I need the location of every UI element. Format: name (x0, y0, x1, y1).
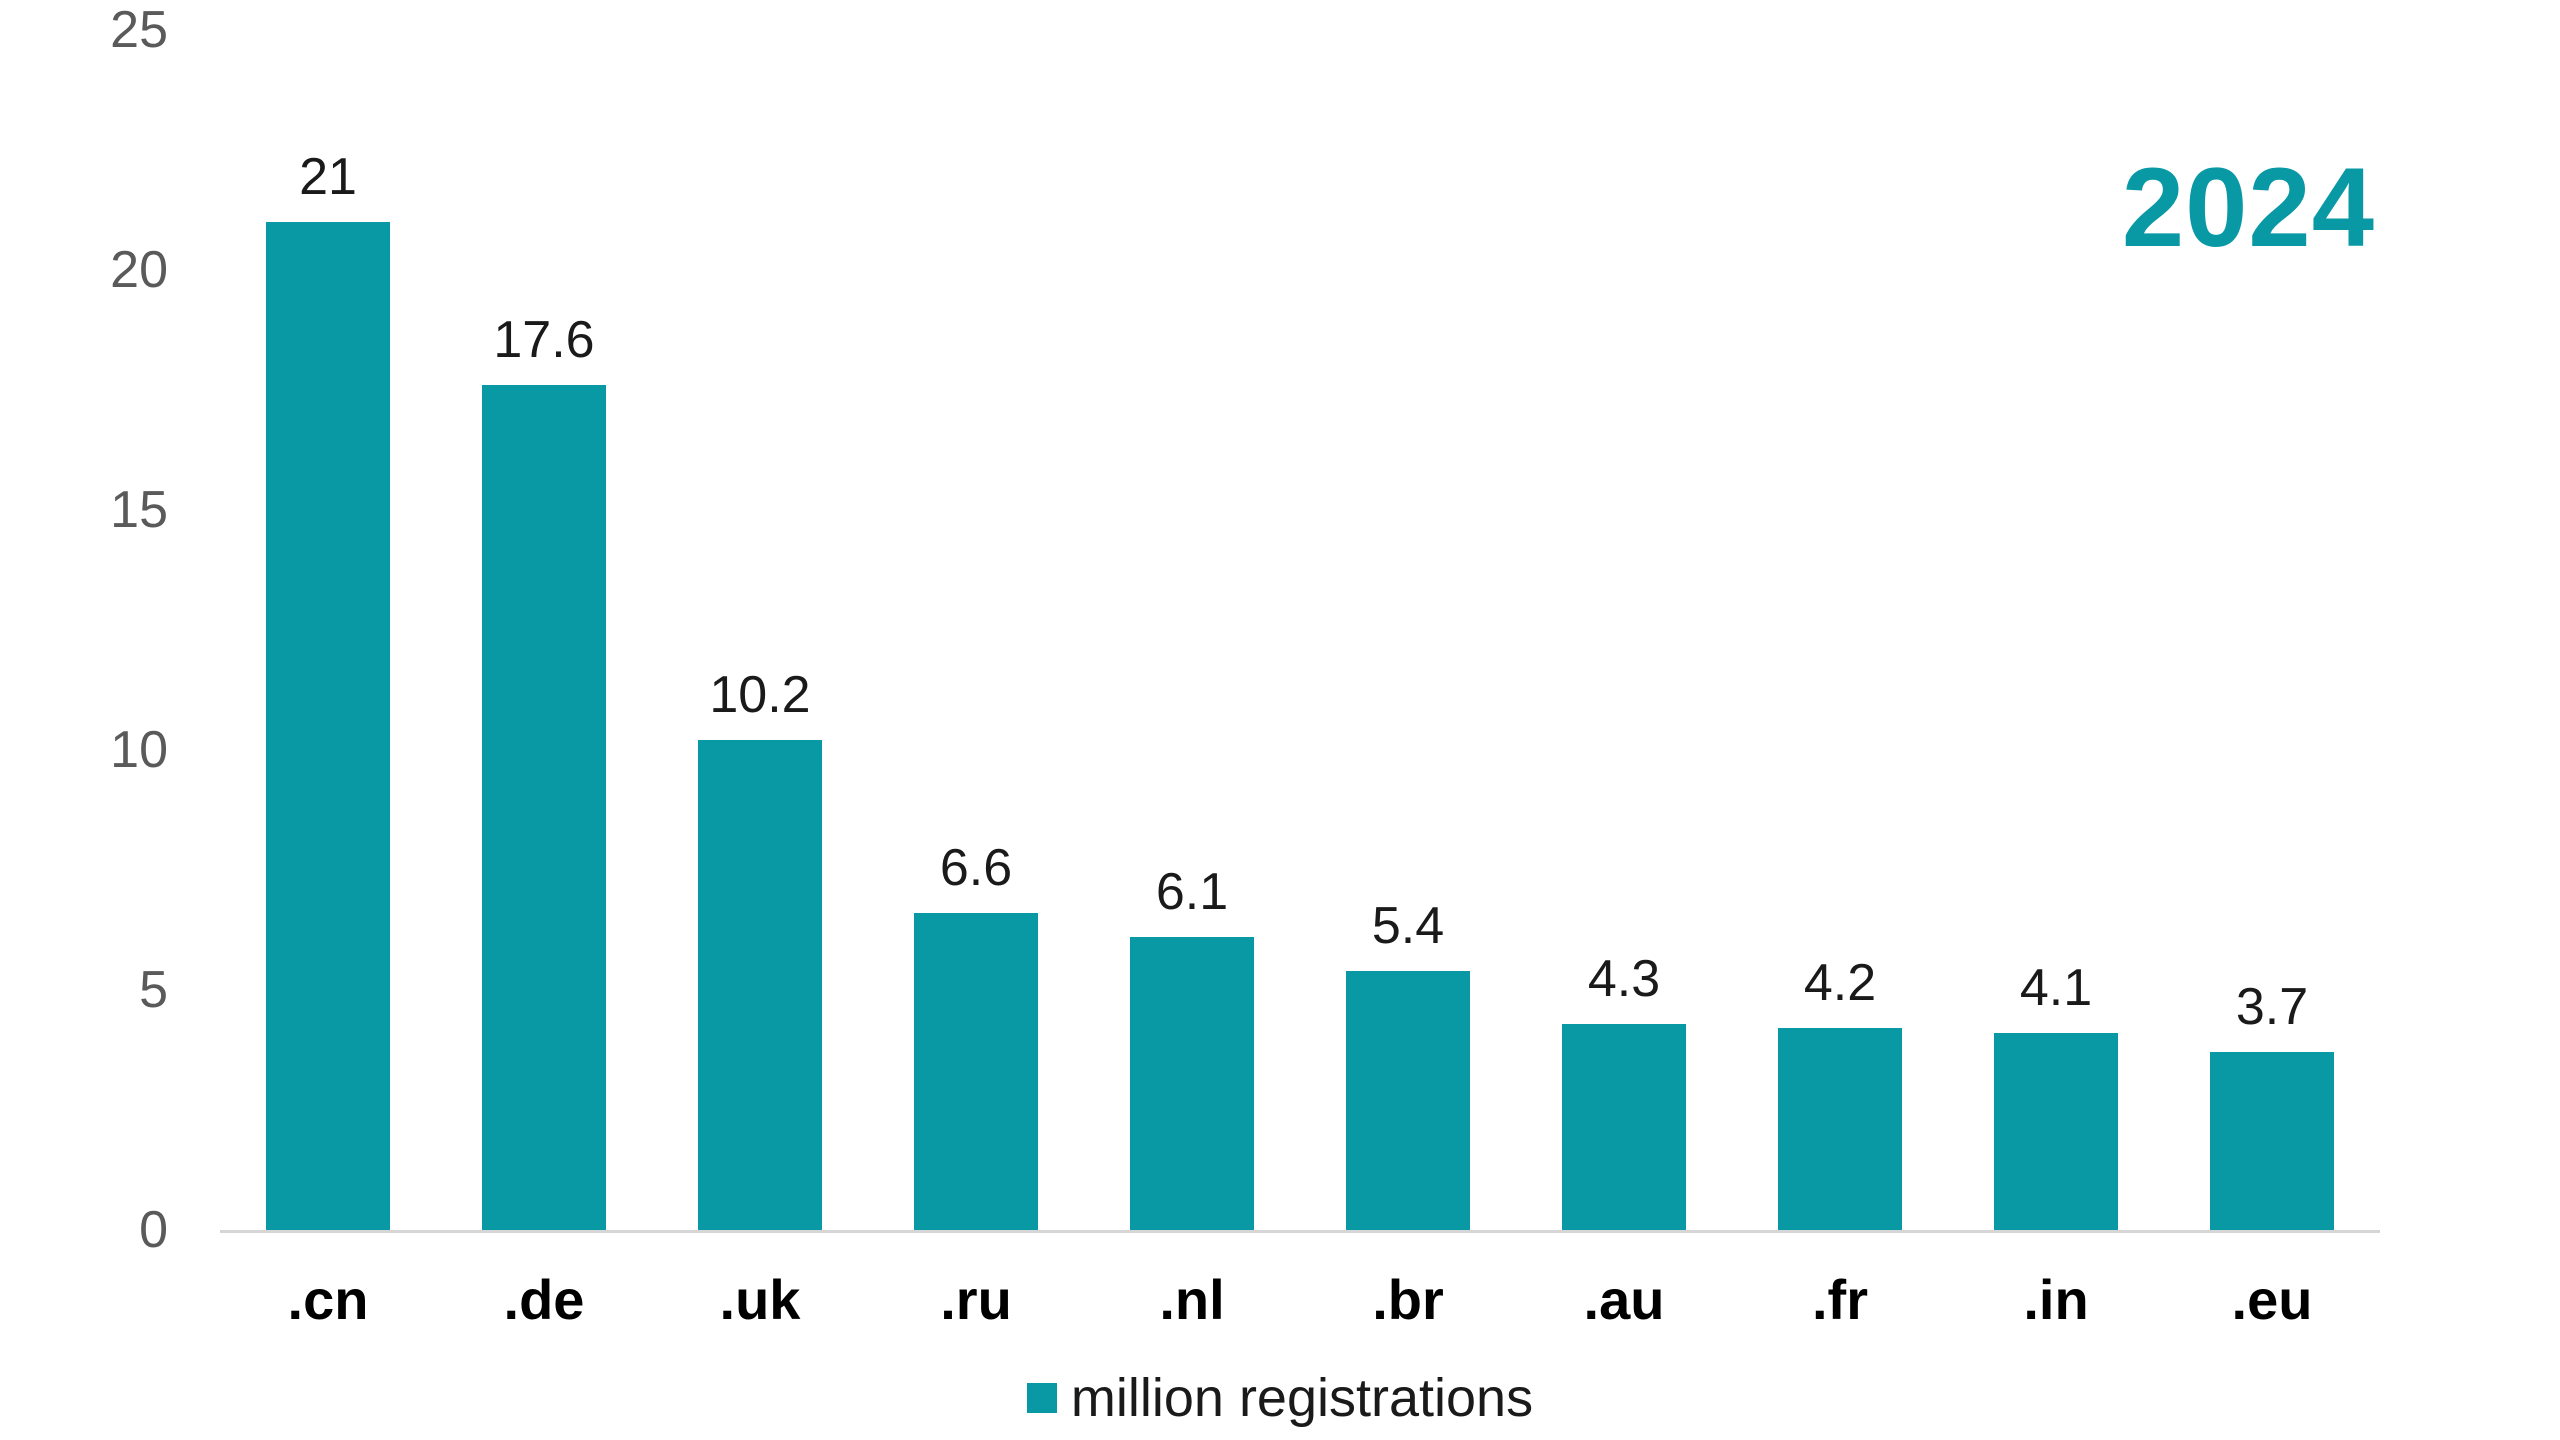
bar-ru[interactable] (914, 913, 1038, 1230)
legend: million registrations (0, 1368, 2560, 1428)
x-axis-label: .de (503, 1268, 585, 1331)
legend-swatch-icon (1026, 1383, 1057, 1413)
x-axis-label: .eu (2231, 1268, 2313, 1331)
bar-slot: 4.1 (1948, 30, 2164, 1230)
x-axis-label: .nl (1159, 1268, 1225, 1331)
y-axis: 0 5 10 15 20 25 (60, 0, 168, 1440)
bar-slot: 21 (220, 30, 436, 1230)
bar-slot: 10.2 (652, 30, 868, 1230)
bar-slot: 6.6 (868, 30, 1084, 1230)
bars-row: 21 17.6 10.2 6.6 6.1 5.4 4.3 4.2 4.1 3.7 (220, 30, 2380, 1230)
bar-nl[interactable] (1130, 937, 1254, 1230)
bar-slot: 5.4 (1300, 30, 1516, 1230)
bar-value-label: 6.1 (1155, 863, 1229, 922)
bar-de[interactable] (482, 385, 606, 1230)
y-axis-tick-label: 25 (110, 1, 168, 59)
chart-title-year: 2024 (2121, 145, 2375, 270)
bar-uk[interactable] (698, 740, 822, 1230)
bar-value-label: 6.6 (939, 839, 1013, 898)
y-axis-tick-label: 10 (110, 721, 168, 779)
bar-value-label: 17.6 (493, 311, 595, 370)
x-axis-label: .au (1583, 1268, 1665, 1331)
plot-area: 21 17.6 10.2 6.6 6.1 5.4 4.3 4.2 4.1 3.7 (220, 30, 2380, 1233)
x-labels-row: .cn .de .uk .ru .nl .br .au .fr .in .eu (220, 1262, 2380, 1338)
bar-value-label: 4.3 (1587, 949, 1661, 1008)
y-axis-tick-label: 5 (139, 961, 168, 1019)
x-axis-label: .uk (719, 1268, 801, 1331)
y-axis-tick-label: 20 (110, 241, 168, 299)
bar-au[interactable] (1562, 1023, 1686, 1230)
bar-slot: 3.7 (2164, 30, 2380, 1230)
bar-slot: 17.6 (436, 30, 652, 1230)
bar-value-label: 3.7 (2235, 978, 2309, 1037)
y-axis-tick-label: 15 (110, 481, 168, 539)
x-axis-label: .cn (287, 1268, 369, 1331)
x-axis-label: .br (1372, 1268, 1444, 1331)
bar-br[interactable] (1346, 970, 1470, 1230)
bar-slot: 6.1 (1084, 30, 1300, 1230)
bar-value-label: 10.2 (709, 666, 811, 725)
bar-in[interactable] (1994, 1033, 2118, 1230)
legend-label: million registrations (1070, 1368, 1534, 1428)
x-axis-label: .in (2023, 1268, 2089, 1331)
x-axis-label: .ru (940, 1268, 1012, 1331)
bar-cn[interactable] (266, 222, 390, 1230)
bar-value-label: 4.1 (2019, 959, 2093, 1018)
bar-value-label: 4.2 (1803, 954, 1877, 1013)
bar-value-label: 21 (299, 148, 357, 206)
bar-eu[interactable] (2210, 1052, 2334, 1230)
x-axis-label: .fr (1812, 1268, 1868, 1331)
bar-slot: 4.3 (1516, 30, 1732, 1230)
bar-slot: 4.2 (1732, 30, 1948, 1230)
bar-value-label: 5.4 (1371, 896, 1445, 955)
y-axis-tick-label: 0 (139, 1201, 168, 1259)
bar-fr[interactable] (1778, 1028, 1902, 1230)
